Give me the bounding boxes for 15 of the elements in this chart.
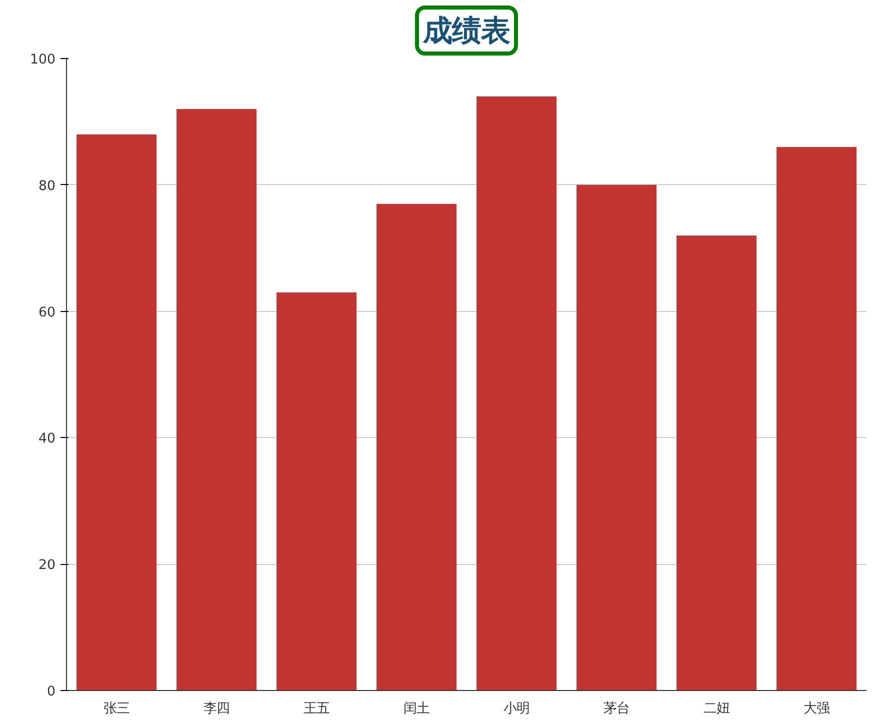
x-tick-label: 二妞 (704, 702, 730, 716)
x-tick-label: 闰土 (404, 702, 430, 716)
y-tick-label: 0 (47, 684, 56, 700)
x-tick-label: 张三 (104, 702, 130, 716)
x-tick-label: 大强 (804, 702, 830, 716)
x-tick-label: 王五 (304, 702, 330, 716)
y-tick-label: 20 (38, 558, 56, 574)
x-tick-label: 李四 (204, 702, 230, 716)
x-tick-label: 茅台 (604, 702, 630, 716)
x-tick-label: 小明 (504, 702, 530, 716)
y-tick-label: 60 (38, 305, 56, 320)
y-tick-label: 80 (38, 178, 56, 194)
y-tick-label: 40 (38, 432, 56, 447)
chart-title: 成绩表 (422, 14, 510, 48)
y-tick-label: 100 (30, 52, 56, 68)
